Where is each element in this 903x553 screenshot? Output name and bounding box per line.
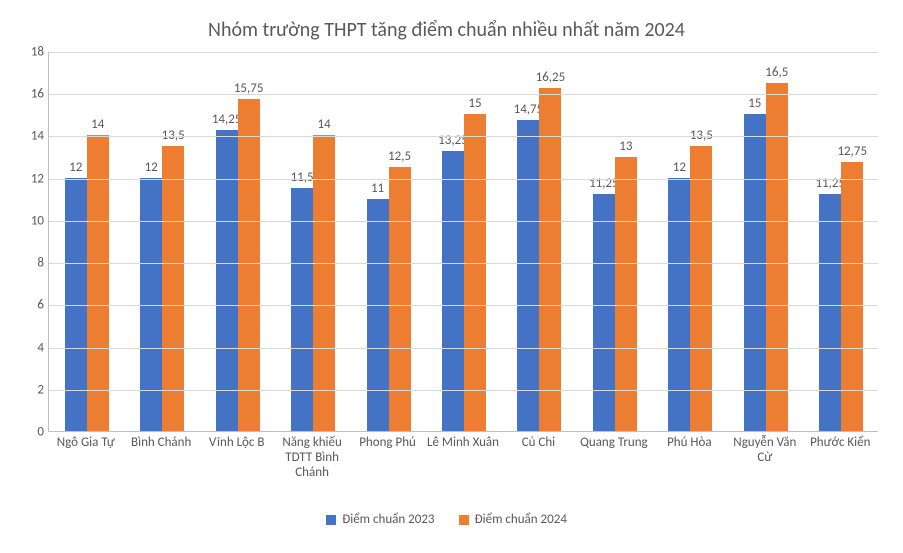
bar-group: 1112,5 [351, 52, 426, 431]
y-tick-label: 0 [19, 425, 44, 440]
bar: 11,25 [593, 194, 615, 432]
x-tick-label: Phước Kiển [803, 436, 878, 451]
grid-line [49, 179, 878, 180]
bar-value-label: 11 [371, 181, 384, 196]
bar: 16,5 [766, 83, 788, 431]
grid-line [49, 94, 878, 95]
x-tick-label: Lê Minh Xuân [425, 436, 500, 451]
y-tick-label: 2 [19, 382, 44, 397]
bar: 14 [87, 135, 109, 431]
y-tick-label: 18 [19, 45, 44, 60]
bar-value-label: 12,75 [837, 144, 867, 159]
plot-area: 12141213,514,2515,7511,5141112,513,25151… [48, 52, 878, 432]
x-tick-label: Phú Hòa [652, 436, 727, 451]
bar-value-label: 12 [145, 160, 158, 175]
bar-group: 14,2515,75 [200, 52, 275, 431]
x-axis-labels: Ngô Gia TựBình ChánhVĩnh Lộc BNăng khiếu… [48, 432, 878, 504]
x-tick-label: Vĩnh Lộc B [199, 436, 274, 451]
bar-group: 1213,5 [653, 52, 728, 431]
bar: 14,25 [216, 130, 238, 431]
x-tick-label: Phong Phú [350, 436, 425, 451]
y-tick-label: 10 [19, 213, 44, 228]
bar: 12 [668, 178, 690, 431]
x-tick-label: Nguyễn Văn Cừ [727, 436, 802, 466]
bar: 12 [65, 178, 87, 431]
grid-line [49, 136, 878, 137]
x-tick-label: Bình Chánh [123, 436, 198, 451]
bar: 12 [140, 178, 162, 431]
legend-swatch [326, 515, 336, 525]
y-tick-label: 8 [19, 256, 44, 271]
bar-group: 11,25 12,75 [804, 52, 879, 431]
bar-value-label: 12 [673, 160, 686, 175]
bar: 15,75 [238, 99, 260, 432]
legend-item: Điểm chuẩn 2023 [326, 512, 434, 527]
x-tick-label: Ngô Gia Tự [48, 436, 123, 451]
bar: 13,5 [162, 146, 184, 431]
legend-item: Điểm chuẩn 2024 [459, 512, 567, 527]
bar-value-label: 16,25 [536, 70, 566, 85]
bar-group: 13,2515 [426, 52, 501, 431]
y-tick-label: 16 [19, 87, 44, 102]
x-tick-label: Quang Trung [576, 436, 651, 451]
bar-group: 1214 [49, 52, 124, 431]
bar-value-label: 16,5 [765, 65, 788, 80]
grid-line [49, 305, 878, 306]
grid-line [49, 52, 878, 53]
x-tick-label: Năng khiếu TDTT Bình Chánh [274, 436, 349, 481]
grid-line [49, 348, 878, 349]
bar: 13,5 [690, 146, 712, 431]
bar: 15 [464, 114, 486, 431]
y-tick-label: 14 [19, 129, 44, 144]
bar-value-label: 14 [91, 117, 104, 132]
bar-group: 11,514 [275, 52, 350, 431]
bar: 14,75 [517, 120, 539, 431]
bar-group: 14,7516,25 [502, 52, 577, 431]
bar-value-label: 14 [317, 117, 330, 132]
chart-title: Nhóm trường THPT tăng điểm chuẩn nhiều n… [10, 18, 883, 42]
bar: 11,5 [291, 188, 313, 431]
bar: 15 [744, 114, 766, 431]
bar-value-label: 13 [619, 139, 632, 154]
bars-layer: 12141213,514,2515,7511,5141112,513,25151… [49, 52, 878, 431]
bar: 12,5 [389, 167, 411, 431]
grid-line [49, 263, 878, 264]
bar-value-label: 12 [69, 160, 82, 175]
bar-value-label: 15 [468, 96, 481, 111]
grid-line [49, 390, 878, 391]
bar: 14 [313, 135, 335, 431]
legend: Điểm chuẩn 2023 Điểm chuẩn 2024 [10, 512, 883, 529]
bar: 11,25 [819, 194, 841, 432]
bar-group: 11,25 13 [577, 52, 652, 431]
y-tick-label: 4 [19, 340, 44, 355]
legend-swatch [459, 515, 469, 525]
y-tick-label: 6 [19, 298, 44, 313]
legend-label: Điểm chuẩn 2023 [342, 512, 434, 527]
bar-group: 1213,5 [124, 52, 199, 431]
bar: 16,25 [539, 88, 561, 431]
bar-value-label: 15 [748, 96, 761, 111]
chart-container: Nhóm trường THPT tăng điểm chuẩn nhiều n… [0, 0, 903, 553]
legend-label: Điểm chuẩn 2024 [475, 512, 567, 527]
bar: 11 [367, 199, 389, 431]
bar-group: 1516,5 [728, 52, 803, 431]
bar-value-label: 12,5 [388, 149, 411, 164]
y-tick-label: 12 [19, 171, 44, 186]
x-tick-label: Củ Chi [501, 436, 576, 451]
grid-line [49, 221, 878, 222]
